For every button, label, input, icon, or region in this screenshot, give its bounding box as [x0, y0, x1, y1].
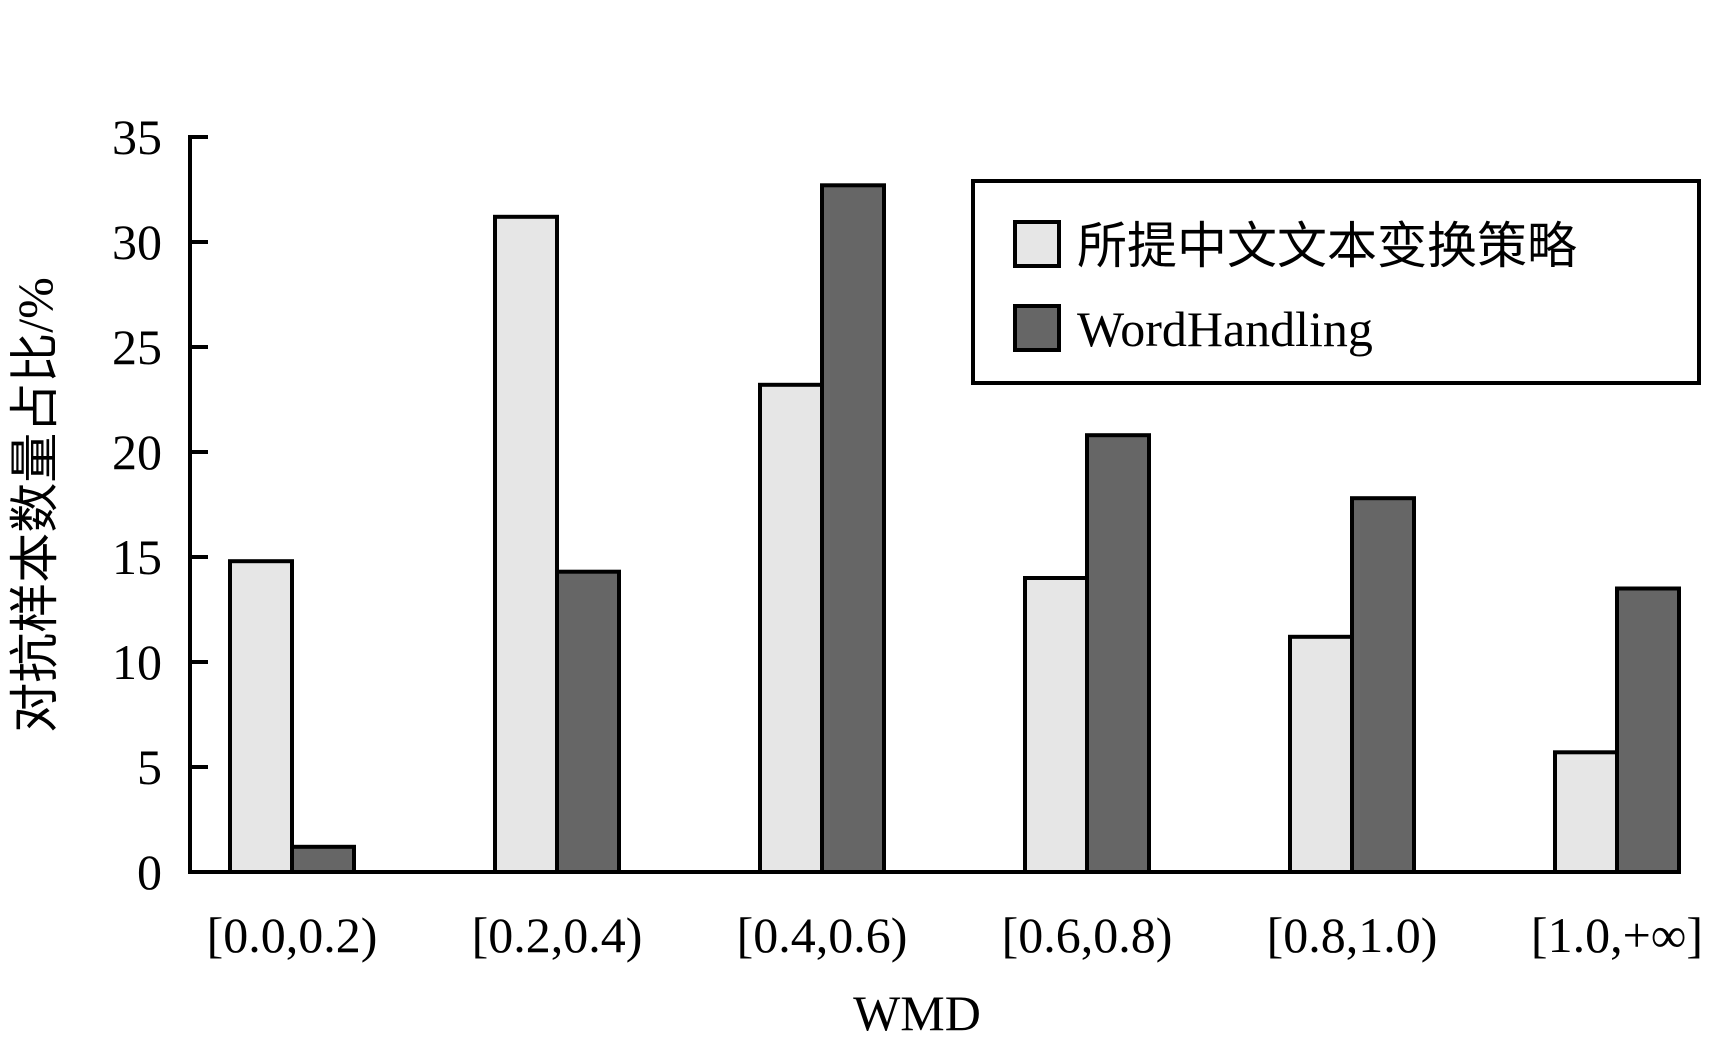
y-axis-title: 对抗样本数量占比/% — [7, 277, 63, 733]
legend-swatch-series-2 — [1013, 304, 1061, 352]
legend-swatch-series-1 — [1013, 220, 1061, 268]
x-axis-labels: [0.0,0.2) [0.2,0.4) [0.4,0.6) [0.6,0.8) [0.8… — [207, 907, 1703, 963]
legend-label-series-2: WordHandling — [1077, 301, 1373, 357]
legend-box — [971, 179, 1701, 385]
x-tick-label: [0.8,1.0) — [1267, 907, 1438, 963]
bar-series-1-4 — [1288, 634, 1354, 874]
x-axis-title: WMD — [853, 985, 981, 1041]
bar-series-1-3 — [1023, 576, 1089, 874]
y-tick-label: 0 — [137, 844, 162, 900]
bar-series-1-2 — [758, 382, 824, 874]
x-tick-label: [0.4,0.6) — [737, 907, 908, 963]
y-tick-label: 35 — [112, 109, 162, 165]
legend: 所提中文文本变换策略 WordHandling — [971, 179, 1701, 385]
x-tick-label: [0.6,0.8) — [1002, 907, 1173, 963]
legend-label-series-1: 所提中文文本变换策略 — [1077, 218, 1577, 274]
y-tick-label: 25 — [112, 319, 162, 375]
y-tick-label: 30 — [112, 214, 162, 270]
y-tick-label: 10 — [112, 634, 162, 690]
x-tick-label: [1.0,+∞] — [1531, 907, 1703, 963]
bars — [228, 183, 1681, 875]
bar-series-2-0 — [290, 844, 356, 874]
bar-series-1-5 — [1553, 750, 1619, 874]
x-tick-label: [0.2,0.4) — [472, 907, 643, 963]
x-tick-label: [0.0,0.2) — [207, 907, 378, 963]
bar-series-1-0 — [228, 559, 294, 874]
bar-series-2-2 — [820, 183, 886, 875]
y-tick-label: 15 — [112, 529, 162, 585]
bar-series-2-3 — [1085, 433, 1151, 874]
bar-series-1-1 — [493, 214, 559, 875]
y-tick-label: 5 — [137, 739, 162, 795]
bar-series-2-5 — [1615, 586, 1681, 874]
y-tick-label: 20 — [112, 424, 162, 480]
bar-series-2-1 — [555, 569, 621, 874]
bar-series-2-4 — [1350, 496, 1416, 874]
y-axis-ticks: 0 5 10 15 20 25 30 35 — [112, 109, 208, 900]
